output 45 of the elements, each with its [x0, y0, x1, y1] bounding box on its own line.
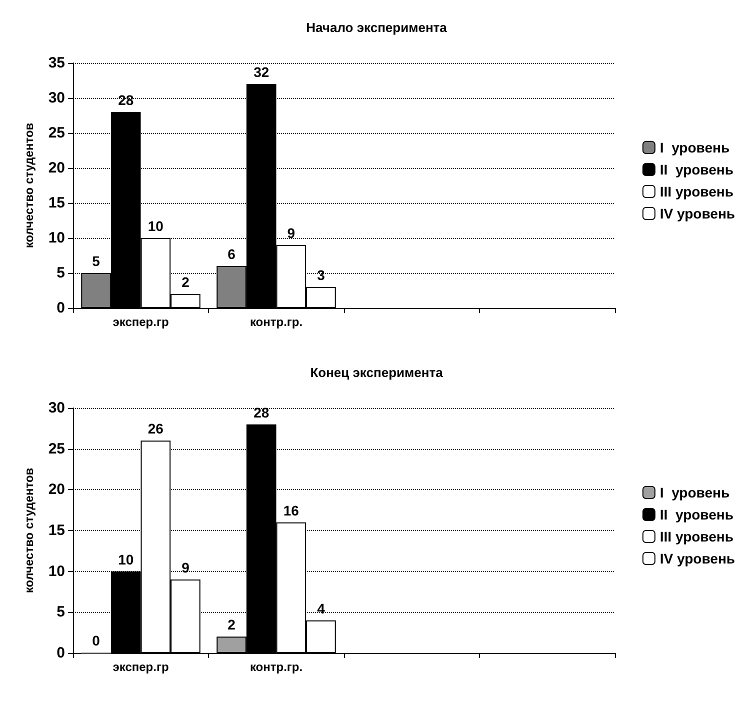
chart-title: Конец эксперимента — [310, 365, 444, 380]
data-label: 10 — [118, 551, 134, 568]
y-tick-label: 15 — [48, 194, 65, 212]
legend-label: IV уровень — [660, 206, 736, 222]
data-label: 2 — [228, 616, 236, 633]
legend-label: II уровень — [660, 162, 734, 178]
y-tick-label: 25 — [48, 124, 65, 142]
legend-label: IV уровень — [660, 550, 736, 566]
y-tick-label: 25 — [48, 440, 65, 458]
y-tick-label: 0 — [56, 644, 65, 662]
x-tick-label: контр.гр. — [250, 315, 303, 329]
y-axis-title: колчество студентов — [22, 122, 36, 248]
data-label: 16 — [283, 502, 300, 518]
y-tick-label: 35 — [48, 54, 65, 72]
data-label: 2 — [182, 274, 190, 290]
data-label: 28 — [118, 92, 134, 108]
y-tick-label: 0 — [56, 300, 65, 316]
y-tick-label: 20 — [48, 160, 65, 176]
y-tick-label: 30 — [48, 400, 65, 416]
data-label: 3 — [317, 267, 326, 283]
legend-label: I уровень — [660, 140, 730, 156]
data-label: 32 — [254, 64, 270, 80]
chart-title: Начало эксперимента — [306, 20, 448, 35]
y-tick-label: 15 — [48, 522, 65, 539]
data-label: 26 — [148, 420, 164, 437]
legend-label: II уровень — [660, 506, 734, 522]
y-tick-label: 5 — [56, 264, 65, 282]
y-tick-label: 20 — [48, 481, 65, 498]
data-label: 5 — [92, 253, 100, 269]
x-tick-label: контр.гр. — [250, 660, 303, 674]
x-tick-label: экспер.гр — [112, 315, 169, 329]
data-label: 6 — [228, 246, 236, 262]
x-tick-label: экспер.гр — [112, 660, 169, 674]
data-label: 9 — [287, 225, 296, 241]
y-tick-label: 10 — [48, 230, 65, 246]
legend-label: III уровень — [660, 528, 734, 544]
y-tick-label: 10 — [48, 562, 65, 580]
y-tick-label: 30 — [48, 90, 65, 106]
y-tick-label: 5 — [56, 604, 65, 621]
legend-label: III уровень — [660, 184, 734, 200]
data-label: 0 — [92, 632, 100, 648]
legend-label: I уровень — [660, 484, 730, 500]
y-axis-title: колчество студентов — [22, 468, 36, 594]
data-label: 10 — [148, 218, 164, 234]
data-label: 4 — [317, 600, 326, 616]
